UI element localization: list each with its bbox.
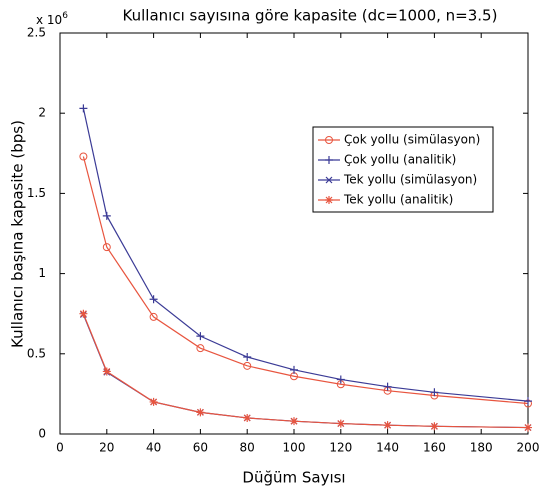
y-tick-label: 2.5 bbox=[27, 26, 46, 40]
legend: Çok yollu (simülasyon) Çok yollu (analiti… bbox=[312, 126, 494, 213]
x-tick-label: 200 bbox=[517, 441, 540, 455]
data-point bbox=[336, 419, 345, 428]
data-point bbox=[149, 397, 158, 406]
x-tick-label: 60 bbox=[193, 441, 208, 455]
data-point bbox=[243, 413, 252, 422]
data-point bbox=[196, 332, 205, 341]
data-point bbox=[196, 344, 205, 353]
y-tick-label: 0 bbox=[38, 427, 46, 441]
data-point bbox=[383, 382, 392, 391]
data-point bbox=[79, 152, 88, 161]
multiplier-base: x 10 bbox=[36, 13, 62, 27]
x-tick-label: 80 bbox=[240, 441, 255, 455]
data-point bbox=[102, 211, 111, 220]
data-point bbox=[196, 408, 205, 417]
legend-marker bbox=[325, 196, 333, 204]
legend-label: Çok yollu (analitik) bbox=[344, 153, 456, 167]
y-tick-label: 1.5 bbox=[27, 186, 46, 200]
x-tick-label: 40 bbox=[146, 441, 161, 455]
legend-label: Çok yollu (simülasyon) bbox=[344, 133, 480, 147]
x-tick-label: 180 bbox=[470, 441, 493, 455]
data-point bbox=[102, 243, 111, 252]
legend-label: Tek yollu (analitik) bbox=[343, 193, 453, 207]
data-point bbox=[524, 423, 532, 432]
data-point bbox=[79, 309, 88, 318]
data-point bbox=[524, 397, 532, 406]
data-point bbox=[243, 361, 252, 370]
x-tick-label: 100 bbox=[283, 441, 306, 455]
data-point bbox=[336, 375, 345, 384]
x-axis-label: Düğüm Sayısı bbox=[242, 469, 345, 487]
x-tick-label: 120 bbox=[329, 441, 352, 455]
legend-label: Tek yollu (simülasyon) bbox=[343, 173, 477, 187]
legend-box bbox=[312, 126, 494, 213]
x-tick-label: 140 bbox=[376, 441, 399, 455]
x-tick-label: 0 bbox=[56, 441, 64, 455]
series-line bbox=[82, 156, 529, 405]
series-line bbox=[82, 313, 529, 429]
series-line bbox=[82, 108, 529, 402]
x-tick-label: 160 bbox=[423, 441, 446, 455]
data-point bbox=[149, 312, 158, 321]
data-point bbox=[243, 353, 252, 362]
chart-title: Kullanıcı sayısına göre kapasite (dc=100… bbox=[123, 7, 498, 25]
y-tick-label: 2 bbox=[38, 106, 46, 120]
legend-marker bbox=[325, 176, 333, 184]
legend-marker bbox=[325, 156, 333, 164]
data-point bbox=[102, 367, 111, 376]
x-tick-label: 20 bbox=[99, 441, 114, 455]
data-point bbox=[149, 295, 158, 304]
y-tick-label: 0.5 bbox=[27, 346, 46, 360]
multiplier-exponent: 6 bbox=[62, 11, 68, 21]
data-point bbox=[430, 422, 439, 431]
legend-marker bbox=[325, 136, 333, 144]
data-point bbox=[383, 421, 392, 430]
y-tick-label: 1 bbox=[38, 266, 46, 280]
data-point bbox=[290, 417, 298, 426]
data-point bbox=[79, 104, 88, 113]
y-multiplier: x 106 bbox=[36, 11, 68, 27]
data-point bbox=[430, 388, 439, 397]
y-axis-label: Kullanıcı başına kapasite (bps) bbox=[9, 120, 27, 348]
data-point bbox=[290, 365, 298, 374]
